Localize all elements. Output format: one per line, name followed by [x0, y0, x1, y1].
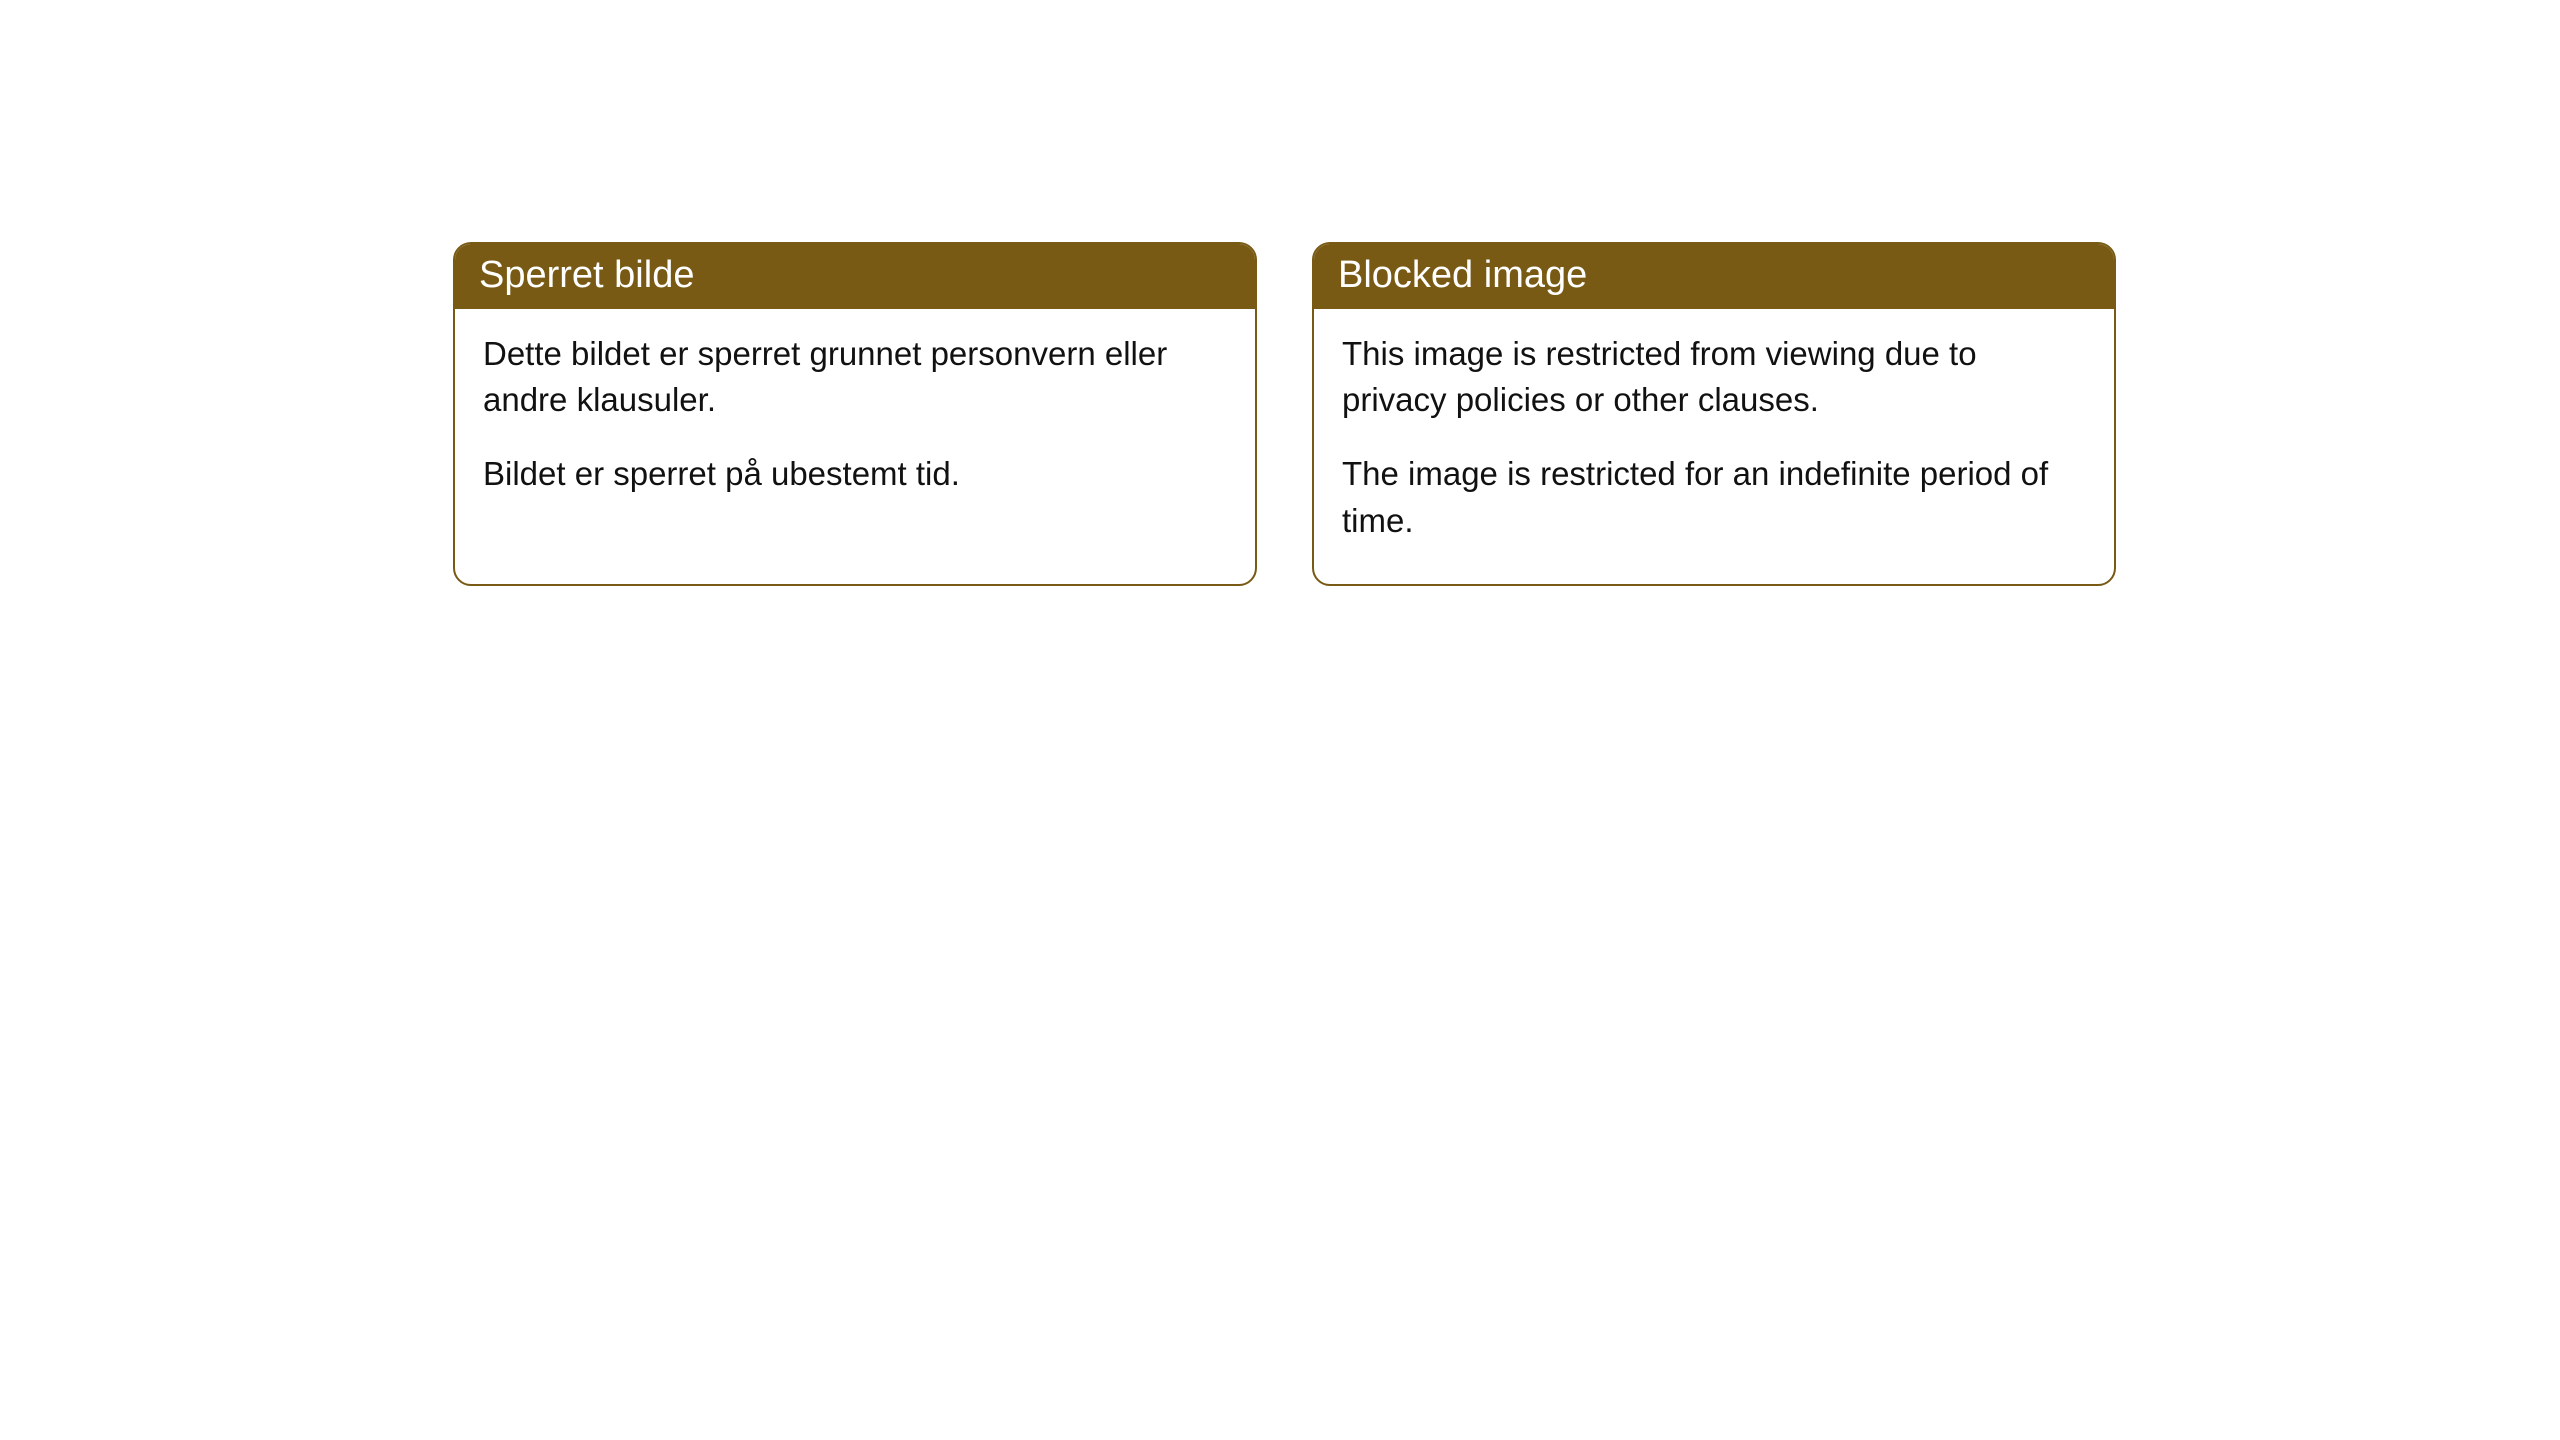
blocked-image-card-no: Sperret bilde Dette bildet er sperret gr… — [453, 242, 1257, 586]
card-title-no: Sperret bilde — [455, 244, 1255, 309]
card-title-en: Blocked image — [1314, 244, 2114, 309]
card-paragraph-no-1: Dette bildet er sperret grunnet personve… — [483, 331, 1227, 423]
card-body-no: Dette bildet er sperret grunnet personve… — [455, 309, 1255, 538]
card-paragraph-no-2: Bildet er sperret på ubestemt tid. — [483, 451, 1227, 497]
notice-container: Sperret bilde Dette bildet er sperret gr… — [0, 0, 2560, 586]
blocked-image-card-en: Blocked image This image is restricted f… — [1312, 242, 2116, 586]
card-paragraph-en-1: This image is restricted from viewing du… — [1342, 331, 2086, 423]
card-paragraph-en-2: The image is restricted for an indefinit… — [1342, 451, 2086, 543]
card-body-en: This image is restricted from viewing du… — [1314, 309, 2114, 584]
